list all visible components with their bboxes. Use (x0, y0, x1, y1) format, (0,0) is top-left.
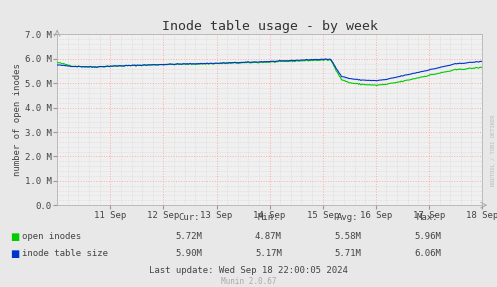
Text: 5.71M: 5.71M (334, 249, 361, 259)
Text: Avg:: Avg: (337, 213, 359, 222)
Text: Cur:: Cur: (178, 213, 200, 222)
Text: 5.58M: 5.58M (334, 232, 361, 241)
Text: 5.90M: 5.90M (175, 249, 202, 259)
Title: Inode table usage - by week: Inode table usage - by week (162, 20, 378, 33)
Text: 5.17M: 5.17M (255, 249, 282, 259)
Text: Max:: Max: (416, 213, 438, 222)
Text: 5.96M: 5.96M (414, 232, 441, 241)
Text: ■: ■ (10, 232, 19, 242)
Text: RRDTOOL / TOBI OETIKER: RRDTOOL / TOBI OETIKER (491, 115, 496, 186)
Text: 4.87M: 4.87M (255, 232, 282, 241)
Text: Munin 2.0.67: Munin 2.0.67 (221, 277, 276, 286)
Text: Min:: Min: (257, 213, 279, 222)
Text: inode table size: inode table size (22, 249, 108, 259)
Text: 6.06M: 6.06M (414, 249, 441, 259)
Text: open inodes: open inodes (22, 232, 82, 241)
Text: Last update: Wed Sep 18 22:00:05 2024: Last update: Wed Sep 18 22:00:05 2024 (149, 266, 348, 275)
Y-axis label: number of open inodes: number of open inodes (13, 63, 22, 176)
Text: 5.72M: 5.72M (175, 232, 202, 241)
Text: ■: ■ (10, 249, 19, 259)
